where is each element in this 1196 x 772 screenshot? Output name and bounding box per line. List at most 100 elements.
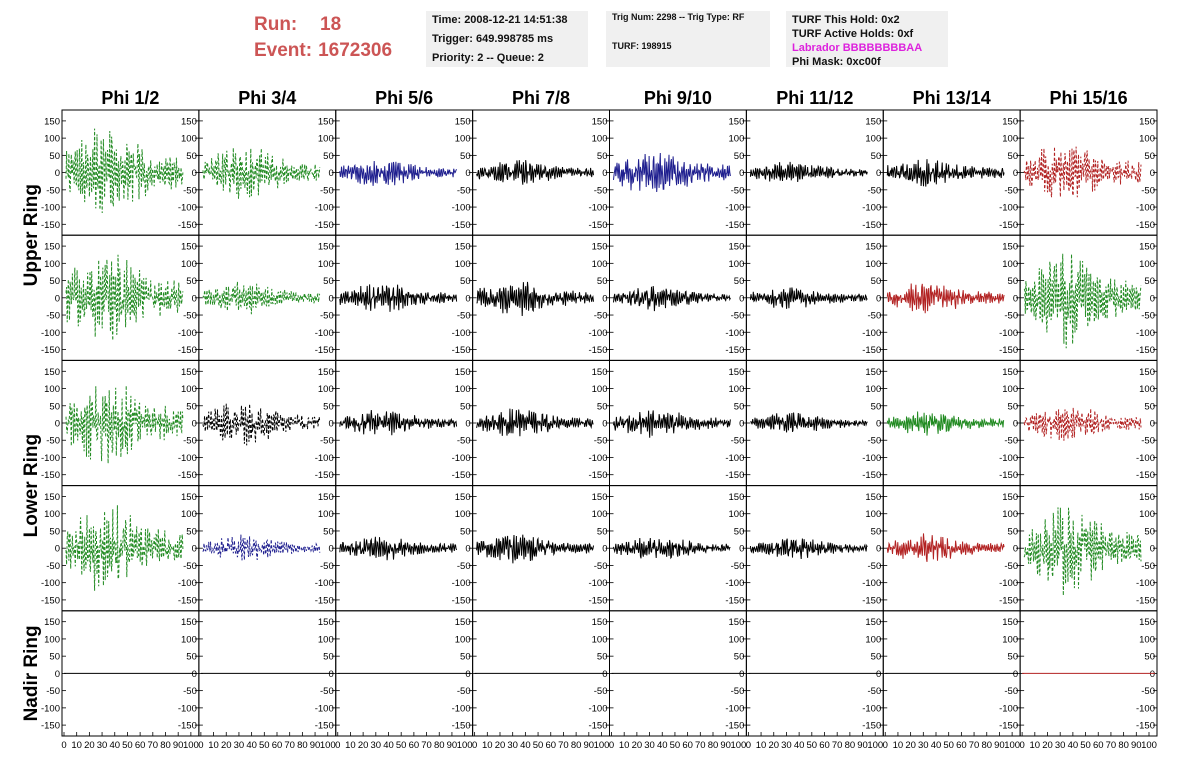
y-tick-label: 150 xyxy=(1139,617,1155,628)
y-tick-label: 0 xyxy=(465,293,470,304)
row-label: Nadir Ring xyxy=(21,625,42,721)
x-tick-label: 50 xyxy=(259,740,270,751)
x-tick-label: 60 xyxy=(1093,740,1104,751)
y-tick-label: 150 xyxy=(592,116,608,127)
y-tick-label: -100 xyxy=(725,453,744,464)
y-tick-label: -50 xyxy=(457,436,471,447)
y-tick-label: 100 xyxy=(729,134,745,145)
column-header: Phi 15/16 xyxy=(1050,88,1128,108)
x-tick-label: 100 xyxy=(867,740,883,751)
y-tick-label: 150 xyxy=(44,617,60,628)
x-tick-label: 10 xyxy=(482,740,493,751)
x-tick-label: 90 xyxy=(173,740,184,751)
y-tick-label: -100 xyxy=(725,703,744,714)
panel: -150 -100 -50 0 50 100 150 xyxy=(41,234,200,361)
x-tick-label: 60 xyxy=(682,740,693,751)
x-tick-label: 80 xyxy=(845,740,856,751)
y-tick-label: 150 xyxy=(318,116,334,127)
y-tick-label: 50 xyxy=(871,276,882,287)
x-tick-label: 50 xyxy=(1080,740,1091,751)
y-tick-label: 50 xyxy=(460,526,471,537)
x-tick-label: 70 xyxy=(969,740,980,751)
y-tick-label: 50 xyxy=(1008,276,1019,287)
y-tick-label: 0 xyxy=(465,168,470,179)
waveform-line xyxy=(749,161,868,183)
y-tick-label: -150 xyxy=(1136,595,1155,606)
y-tick-label: -150 xyxy=(725,470,744,481)
y-tick-label: 50 xyxy=(460,276,471,287)
y-tick-label: -100 xyxy=(588,203,607,214)
y-tick-label: -150 xyxy=(862,595,881,606)
y-tick-label: -50 xyxy=(320,311,334,322)
y-tick-label: 100 xyxy=(1002,509,1018,520)
y-tick-label: -150 xyxy=(452,470,471,481)
x-tick-label: 80 xyxy=(571,740,582,751)
y-tick-label: 100 xyxy=(1002,134,1018,145)
y-tick-label: 150 xyxy=(865,617,881,628)
y-tick-label: -150 xyxy=(1136,721,1155,732)
y-tick-label: 100 xyxy=(44,634,60,645)
y-tick-label: 0 xyxy=(55,168,60,179)
x-tick-label: 80 xyxy=(1118,740,1129,751)
y-tick-label: 150 xyxy=(865,116,881,127)
y-tick-label: -50 xyxy=(868,561,882,572)
y-tick-label: -50 xyxy=(183,686,197,697)
y-tick-label: -150 xyxy=(178,220,197,231)
trig-info-box: Trig Num: 2298 -- Trig Type: RF TURF: 19… xyxy=(606,11,770,67)
waveform-line xyxy=(202,147,321,199)
turf-active-text: TURF Active Holds: 0xf xyxy=(792,28,914,40)
y-tick-label: 150 xyxy=(1002,492,1018,503)
x-tick-label: 50 xyxy=(943,740,954,751)
y-tick-label: -100 xyxy=(452,453,471,464)
y-tick-label: -50 xyxy=(183,311,197,322)
y-tick-label: 0 xyxy=(328,669,333,680)
x-tick-label: 20 xyxy=(632,740,643,751)
y-tick-label: 50 xyxy=(871,526,882,537)
y-tick-label: 100 xyxy=(592,509,608,520)
y-tick-label: -50 xyxy=(1141,185,1155,196)
waveform-line xyxy=(750,412,868,433)
waveform-line xyxy=(1023,253,1142,349)
y-tick-label: 100 xyxy=(1139,134,1155,145)
y-tick-label: 150 xyxy=(44,367,60,378)
y-tick-label: -100 xyxy=(999,453,1018,464)
y-tick-label: 150 xyxy=(44,116,60,127)
y-tick-label: -100 xyxy=(315,703,334,714)
y-tick-label: -50 xyxy=(594,311,608,322)
y-tick-label: 100 xyxy=(44,509,60,520)
panel: -150 -100 -50 0 50 100 150 xyxy=(862,359,1021,487)
panel: -150 -100 -50 0 50 100 150 xyxy=(725,109,884,236)
y-tick-label: -50 xyxy=(320,561,334,572)
y-tick-label: -150 xyxy=(588,220,607,231)
y-tick-label: 100 xyxy=(729,259,745,270)
row-label: Lower Ring xyxy=(21,434,42,537)
y-tick-label: -150 xyxy=(862,345,881,356)
turf-hold-text: TURF This Hold: 0x2 xyxy=(792,14,900,26)
y-tick-label: 50 xyxy=(323,526,334,537)
waveform-line xyxy=(339,409,458,436)
y-tick-label: -150 xyxy=(999,470,1018,481)
y-tick-label: 50 xyxy=(323,151,334,162)
y-tick-label: 0 xyxy=(328,544,333,555)
y-tick-label: -100 xyxy=(862,328,881,339)
y-tick-label: 0 xyxy=(739,419,744,430)
x-tick-label: 50 xyxy=(670,740,681,751)
y-tick-label: 100 xyxy=(1002,259,1018,270)
x-tick-label: 0 xyxy=(883,740,888,751)
x-tick-label: 20 xyxy=(358,740,369,751)
x-tick-label: 10 xyxy=(756,740,767,751)
x-tick-label: 30 xyxy=(918,740,929,751)
y-tick-label: 0 xyxy=(1013,669,1018,680)
x-tick-label: 40 xyxy=(657,740,668,751)
column-header: Phi 9/10 xyxy=(644,88,712,108)
y-tick-label: -50 xyxy=(183,185,197,196)
x-tick-label: 40 xyxy=(931,740,942,751)
x-tick-label: 0 xyxy=(198,740,203,751)
x-tick-label: 40 xyxy=(246,740,257,751)
y-tick-label: 100 xyxy=(181,634,197,645)
y-tick-label: -150 xyxy=(315,220,334,231)
y-tick-label: -150 xyxy=(588,595,607,606)
y-tick-label: 50 xyxy=(1008,526,1019,537)
